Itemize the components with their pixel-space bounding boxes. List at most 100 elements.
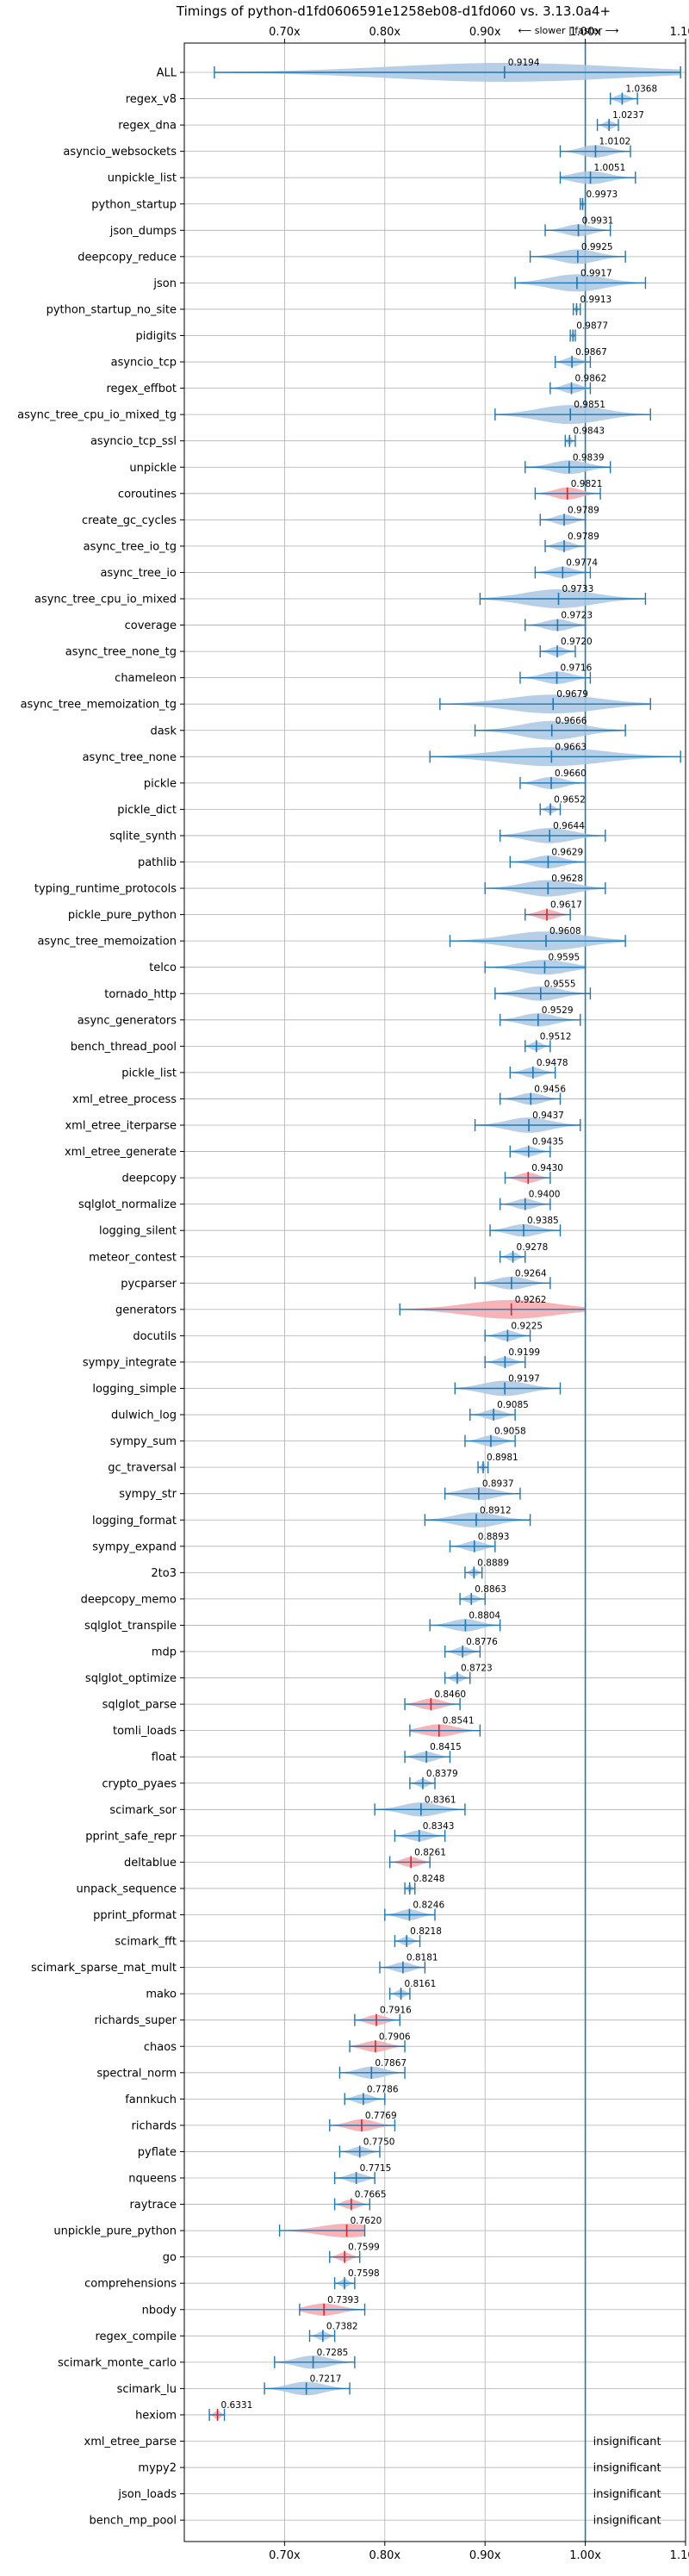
- benchmark-label: json_dumps: [109, 225, 177, 238]
- value-label: 1.0368: [625, 84, 657, 95]
- x-tick-label: 0.80x: [369, 2549, 400, 2562]
- value-label: 0.9435: [532, 1137, 564, 1148]
- value-label: 0.8379: [426, 1769, 458, 1779]
- x-tick-label-top: 0.80x: [369, 26, 400, 39]
- benchmark-label: async_tree_io_tg: [84, 540, 177, 553]
- benchmark-label: nqueens: [128, 2173, 177, 2186]
- benchmark-label: xml_etree_iterparse: [65, 1120, 177, 1133]
- benchmark-label: async_tree_io: [100, 567, 177, 580]
- value-label: 0.9789: [568, 505, 599, 515]
- value-label: 0.7217: [310, 2374, 342, 2384]
- value-label: 0.9617: [550, 900, 582, 911]
- value-label: 0.9877: [576, 321, 608, 332]
- value-label: 0.9733: [562, 584, 594, 594]
- benchmark-label: raytrace: [129, 2199, 177, 2212]
- value-label: 0.9917: [580, 268, 612, 278]
- benchmark-label: logging_simple: [92, 1383, 177, 1396]
- benchmark-label: dask: [150, 725, 177, 737]
- benchmark-label: async_tree_cpu_io_mixed_tg: [17, 409, 177, 422]
- value-label: 0.9839: [573, 452, 605, 463]
- benchmark-label: pickle_pure_python: [68, 909, 177, 922]
- value-label: 0.7598: [348, 2268, 380, 2279]
- value-label: 0.7715: [360, 2163, 392, 2174]
- benchmark-label: regex_v8: [126, 93, 177, 106]
- plot-area: 0.70x 0.70x 0.80x 0.80x 0.90x 0.90x 1.00x 1.00x…: [17, 26, 689, 2562]
- x-tick-label: 0.90x: [469, 2549, 501, 2562]
- benchmark-label: typing_runtime_protocols: [34, 883, 177, 896]
- benchmark-label: regex_compile: [95, 2330, 177, 2343]
- value-label: 0.9666: [556, 716, 587, 726]
- value-label: 0.8541: [443, 1716, 475, 1727]
- benchmark-label: sqlglot_normalize: [78, 1198, 177, 1211]
- x-tick-label: 1.00x: [569, 2549, 601, 2562]
- benchmark-label: unpickle_pure_python: [53, 2225, 177, 2238]
- benchmark-label: scimark_fft: [115, 1936, 177, 1949]
- value-label: 0.9197: [508, 1374, 540, 1384]
- benchmark-label: unpickle_list: [108, 172, 177, 185]
- value-label: 0.9400: [529, 1190, 561, 1200]
- insignificant-label: insignificant: [593, 2515, 661, 2528]
- benchmark-label: richards: [132, 2119, 177, 2132]
- benchmark-label: json_loads: [117, 2488, 177, 2501]
- benchmark-label: generators: [115, 1304, 177, 1316]
- value-label: 0.7382: [326, 2321, 358, 2331]
- value-label: 0.8893: [478, 1532, 510, 1542]
- benchmark-label: go: [163, 2251, 177, 2264]
- value-label: 0.8776: [466, 1637, 498, 1647]
- value-label: 0.7750: [363, 2137, 395, 2147]
- benchmark-label: deepcopy_memo: [81, 1593, 177, 1606]
- value-label: 0.9663: [555, 742, 587, 752]
- benchmark-label: tomli_loads: [113, 1725, 177, 1738]
- benchmark-label: deepcopy: [121, 1173, 177, 1185]
- benchmark-label: fannkuch: [125, 2094, 177, 2106]
- benchmark-label: telco: [149, 961, 177, 974]
- benchmark-label: logging_silent: [99, 1225, 177, 1238]
- value-label: 0.9679: [556, 689, 588, 700]
- value-label: 0.8343: [423, 1821, 455, 1832]
- benchmark-label: xml_etree_process: [72, 1093, 177, 1106]
- value-label: 0.9628: [551, 874, 583, 884]
- benchmark-label: asyncio_websockets: [63, 146, 177, 159]
- benchmark-label: mako: [146, 1988, 177, 2001]
- benchmark-label: ALL: [157, 67, 177, 80]
- plot-frame: [183, 42, 686, 2542]
- benchmark-label: python_startup: [91, 198, 177, 211]
- benchmark-label: scimark_sparse_mat_mult: [31, 1962, 177, 1975]
- value-label: 0.8863: [475, 1584, 506, 1595]
- value-label: 0.8937: [482, 1479, 514, 1490]
- benchmark-label: sympy_sum: [110, 1435, 177, 1448]
- benchmark-label: scimark_monte_carlo: [58, 2356, 177, 2369]
- benchmark-label: meteor_contest: [89, 1251, 177, 1264]
- value-label: 0.8361: [425, 1795, 456, 1805]
- value-label: 0.9437: [532, 1111, 564, 1121]
- value-label: 0.9262: [515, 1295, 547, 1305]
- value-label: 0.9264: [515, 1268, 547, 1279]
- value-label: 0.8723: [461, 1664, 493, 1674]
- benchmark-label: nbody: [142, 2304, 177, 2317]
- value-label: 1.0102: [599, 137, 630, 147]
- x-tick-label-top: 0.70x: [269, 26, 301, 39]
- value-label: 0.7786: [367, 2084, 399, 2094]
- value-label: 0.9720: [561, 637, 593, 647]
- value-label: 0.9931: [582, 215, 614, 226]
- benchmark-label: docutils: [133, 1330, 177, 1343]
- value-label: 0.7867: [375, 2058, 407, 2069]
- value-label: 0.9194: [508, 58, 540, 68]
- benchmark-label: async_tree_none: [83, 751, 177, 764]
- value-label: 0.8981: [487, 1453, 518, 1463]
- benchmark-label: sympy_str: [119, 1488, 177, 1501]
- benchmark-label: pickle: [144, 777, 177, 790]
- value-label: 0.7769: [365, 2111, 397, 2121]
- value-label: 0.9478: [537, 1058, 568, 1068]
- value-label: 0.9608: [549, 926, 581, 936]
- chart-title: Timings of python-d1fd0606591e1258eb08-d…: [176, 3, 611, 19]
- benchmark-label: bench_thread_pool: [71, 1041, 177, 1054]
- value-label: 0.8415: [430, 1742, 462, 1752]
- benchmark-label: asyncio_tcp_ssl: [90, 435, 177, 448]
- value-label: 0.9529: [542, 1005, 574, 1016]
- benchmark-label: xml_etree_parse: [84, 2436, 177, 2448]
- benchmark-label: richards_super: [94, 2014, 177, 2027]
- benchmark-label: hexiom: [135, 2409, 177, 2422]
- value-label: 0.7393: [327, 2295, 359, 2305]
